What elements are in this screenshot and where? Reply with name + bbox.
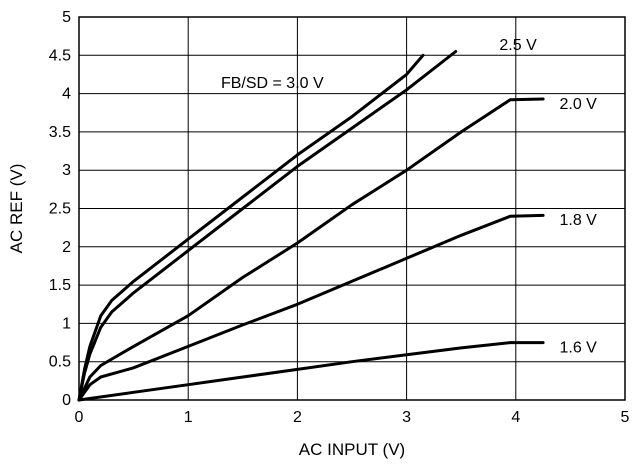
y-tick-label: 2 [62,239,71,256]
x-tick-label: 1 [184,409,193,426]
y-tick-label: 4.5 [49,47,71,64]
series-annotation: 1.8 V [559,212,597,229]
x-tick-label: 2 [293,409,302,426]
y-tick-label: 1 [62,315,71,332]
x-tick-label: 5 [621,409,630,426]
series-line-0 [77,53,425,402]
series-annotation: 2.0 V [559,96,597,113]
series-group [77,50,545,402]
series-line-2 [77,97,545,402]
x-tick-label: 3 [402,409,411,426]
series-annotation: 2.5 V [499,37,537,54]
y-axis-label: AC REF (V) [7,164,26,254]
series-line-4 [77,341,545,402]
series-line-1 [77,50,458,402]
y-tick-label: 3 [62,162,71,179]
x-tick-label: 0 [75,409,84,426]
x-axis-label: AC INPUT (V) [299,440,405,459]
y-tick-label: 2.5 [49,201,71,218]
series-annotation: FB/SD = 3.0 V [221,75,324,92]
y-tick-label: 1.5 [49,277,71,294]
plot-frame [78,16,626,401]
y-tick-label: 0 [62,392,71,409]
y-tick-label: 3.5 [49,124,71,141]
y-tick-label: 5 [62,9,71,26]
tick-labels: 0 1 2 3 4 5 0 0.5 1 1.5 2 2.5 3 3.5 4 4.5 5 [49,9,630,426]
y-tick-label: 0.5 [49,354,71,371]
annotations: FB/SD = 3.0 V 2.5 V 2.0 V 1.8 V 1.6 V [221,37,597,357]
series-line-3 [77,213,545,402]
series-annotation: 1.6 V [559,339,597,356]
x-tick-label: 4 [511,409,520,426]
y-tick-label: 4 [62,86,71,103]
